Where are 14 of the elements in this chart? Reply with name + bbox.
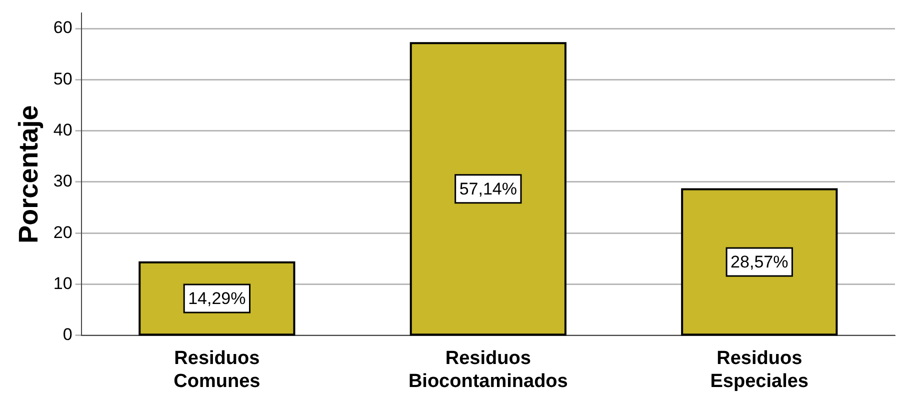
data-label: 28,57% [730,252,788,272]
data-label: 57,14% [459,180,517,199]
y-tick-label: 40 [53,120,72,140]
y-tick-label: 10 [53,274,72,293]
y-tick-label: 20 [53,222,72,242]
data-label: 14,29% [188,289,246,308]
y-tick-label: 30 [53,172,72,191]
x-tick-label: Residuos Comunes [174,348,260,392]
x-tick-label: Residuos Especiales [710,348,809,392]
y-tick-label: 0 [62,325,72,344]
y-tick-label: 60 [53,18,72,38]
x-tick-label: Residuos Biocontaminados [408,348,568,392]
y-axis-title: Porcentaje [14,105,44,244]
y-tick-label: 50 [53,69,72,88]
